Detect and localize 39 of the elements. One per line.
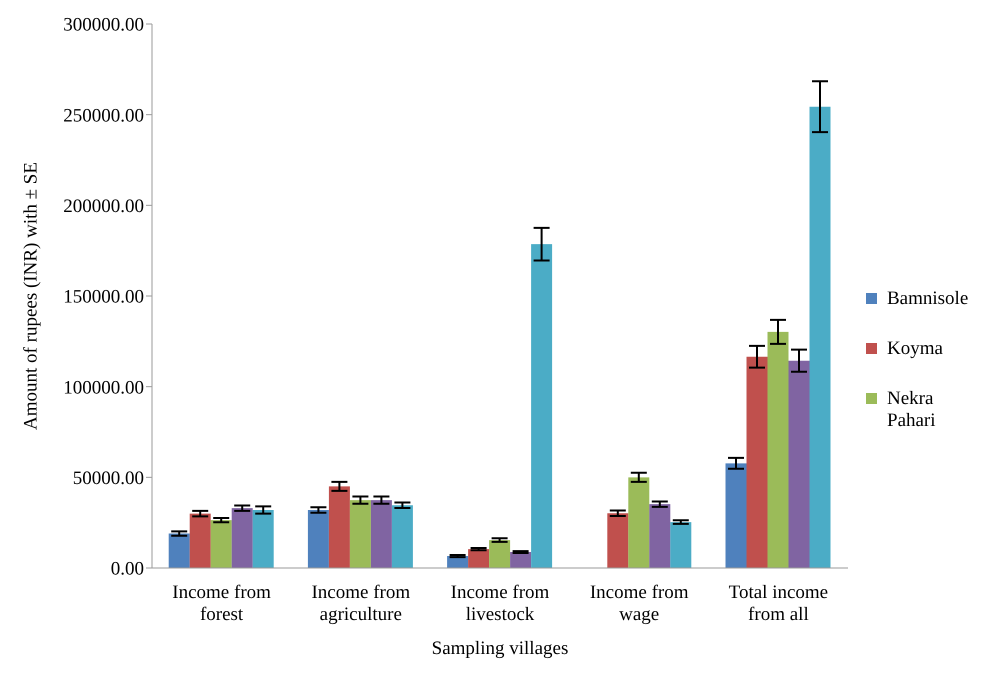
bar bbox=[489, 540, 510, 568]
x-tick-label: Income from wage bbox=[590, 582, 689, 625]
y-tick-label: 250000.00 bbox=[63, 105, 144, 126]
legend-label: Koyma bbox=[887, 338, 944, 360]
legend-label: Bamnisole bbox=[887, 288, 970, 310]
bar bbox=[328, 486, 350, 568]
bar bbox=[788, 360, 810, 568]
y-tick-label: 200000.00 bbox=[63, 196, 144, 218]
bar bbox=[308, 510, 329, 568]
bar bbox=[726, 463, 747, 568]
bar bbox=[746, 356, 768, 568]
legend-label: Nekra Pahari bbox=[887, 388, 937, 432]
y-tick-label: 300000.00 bbox=[63, 14, 144, 36]
bar bbox=[768, 332, 789, 568]
x-axis-title: Sampling villages bbox=[432, 638, 568, 659]
x-tick-label: Total income from all bbox=[728, 582, 828, 625]
x-tick-label: Income from forest bbox=[172, 582, 272, 625]
bar bbox=[531, 244, 552, 568]
x-tick-label: Income from livestock bbox=[450, 582, 550, 625]
bar bbox=[607, 513, 628, 568]
bar bbox=[628, 477, 650, 568]
x-tick-label: Income from agriculture bbox=[311, 582, 410, 625]
bar bbox=[468, 549, 490, 568]
bar bbox=[210, 520, 232, 568]
bar bbox=[649, 504, 670, 568]
y-axis-title: Amount of rupees (INR) with ± SE bbox=[20, 162, 42, 430]
bar bbox=[670, 522, 692, 568]
y-tick-label: 0.00 bbox=[110, 558, 144, 580]
bar bbox=[252, 510, 274, 568]
y-tick-label: 50000.00 bbox=[72, 468, 144, 490]
bar bbox=[810, 106, 831, 568]
bar bbox=[190, 514, 211, 568]
bar bbox=[392, 505, 413, 568]
bar bbox=[350, 500, 371, 568]
bar bbox=[232, 508, 253, 568]
bar bbox=[168, 534, 190, 568]
y-tick-label: 100000.00 bbox=[63, 377, 144, 398]
y-tick-label: 150000.00 bbox=[63, 286, 144, 308]
bar bbox=[370, 500, 392, 568]
